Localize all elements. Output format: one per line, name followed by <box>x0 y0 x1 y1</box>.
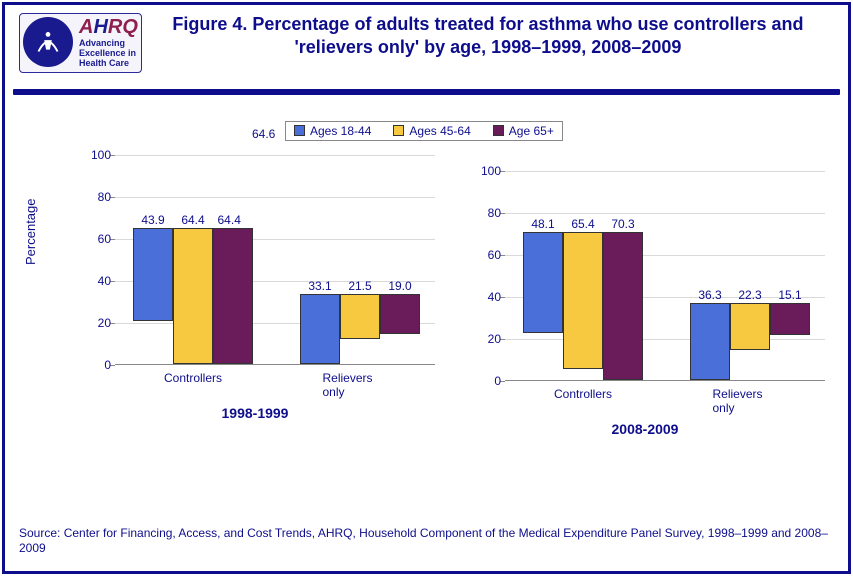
bar-value-label: 22.3 <box>738 288 761 302</box>
bar-value-label: 19.0 <box>388 279 411 293</box>
legend-swatch-icon <box>294 125 305 136</box>
source-text: Source: Center for Financing, Access, an… <box>19 526 834 557</box>
ytick-label: 80 <box>81 190 111 204</box>
legend-label: Ages 18-44 <box>310 124 371 138</box>
bar-value-label: 64.4 <box>181 213 204 227</box>
yaxis-label: Percentage <box>23 198 38 265</box>
gridline <box>505 171 825 172</box>
bar-group: 43.964.464.4 <box>133 228 253 363</box>
bar-value-label: 70.3 <box>611 217 634 231</box>
category-label: Relievers only <box>323 371 398 399</box>
plot-area: 02040608010043.964.464.4Controllers33.12… <box>115 155 435 365</box>
ytick-label: 80 <box>471 206 501 220</box>
hhs-seal-icon <box>23 17 73 67</box>
gridline <box>505 213 825 214</box>
gridline <box>115 155 435 156</box>
legend-label: Ages 45-64 <box>409 124 470 138</box>
bar: 33.1 <box>300 294 340 364</box>
chart-panel-right: 02040608010048.165.470.3Controllers36.32… <box>465 171 825 437</box>
figure-title: Figure 4. Percentage of adults treated f… <box>152 13 824 58</box>
legend-swatch-icon <box>493 125 504 136</box>
bar: 36.3 <box>690 303 730 379</box>
ahrq-wordmark: AHRQ <box>79 17 138 37</box>
legend-label: Age 65+ <box>509 124 554 138</box>
bar-value-label: 43.9 <box>141 213 164 227</box>
bar-group: 48.165.470.3 <box>523 232 643 380</box>
period-label: 1998-1999 <box>75 405 435 421</box>
legend-item: Ages 18-44 <box>294 124 371 138</box>
stray-data-label: 64.6 <box>252 127 275 141</box>
bar-value-label: 36.3 <box>698 288 721 302</box>
ytick-label: 100 <box>471 164 501 178</box>
legend-item: Ages 45-64 <box>393 124 470 138</box>
bar: 70.3 <box>603 232 643 380</box>
ytick-label: 60 <box>471 248 501 262</box>
legend: Ages 18-44 Ages 45-64 Age 65+ <box>285 121 563 141</box>
bar-group: 36.322.315.1 <box>690 303 810 379</box>
tagline-line: Advancing <box>79 38 125 48</box>
bar-value-label: 64.4 <box>218 213 241 227</box>
bar-value-label: 15.1 <box>778 288 801 302</box>
ytick-label: 40 <box>81 274 111 288</box>
legend-item: Age 65+ <box>493 124 554 138</box>
logo-cluster: AHRQ Advancing Excellence in Health Care <box>19 13 142 73</box>
plot-area: 02040608010048.165.470.3Controllers36.32… <box>505 171 825 381</box>
bar: 21.5 <box>340 294 380 339</box>
tagline-line: Excellence in <box>79 48 136 58</box>
chart-panel-left: 02040608010043.964.464.4Controllers33.12… <box>75 155 435 421</box>
ytick-label: 0 <box>471 374 501 388</box>
header: AHRQ Advancing Excellence in Health Care… <box>5 5 848 85</box>
bar: 65.4 <box>563 232 603 369</box>
bar: 48.1 <box>523 232 563 333</box>
charts-zone: Percentage 64.6 Ages 18-44 Ages 45-64 Ag… <box>5 125 848 495</box>
bar-value-label: 21.5 <box>348 279 371 293</box>
ytick-label: 60 <box>81 232 111 246</box>
bar: 19.0 <box>380 294 420 334</box>
ytick-label: 20 <box>471 332 501 346</box>
bar-value-label: 48.1 <box>531 217 554 231</box>
title-container: Figure 4. Percentage of adults treated f… <box>142 13 834 58</box>
category-label: Controllers <box>554 387 612 401</box>
category-label: Controllers <box>164 371 222 385</box>
tagline-line: Health Care <box>79 58 129 68</box>
ahrq-logo: AHRQ Advancing Excellence in Health Care <box>79 17 138 69</box>
bar: 22.3 <box>730 303 770 350</box>
figure-frame: AHRQ Advancing Excellence in Health Care… <box>2 2 851 574</box>
ytick-label: 40 <box>471 290 501 304</box>
period-label: 2008-2009 <box>465 421 825 437</box>
ahrq-tagline: Advancing Excellence in Health Care <box>79 39 138 69</box>
bar: 43.9 <box>133 228 173 320</box>
bar-value-label: 65.4 <box>571 217 594 231</box>
ytick-label: 100 <box>81 148 111 162</box>
bar-group: 33.121.519.0 <box>300 294 420 364</box>
category-label: Relievers only <box>713 387 788 415</box>
bar: 15.1 <box>770 303 810 335</box>
ytick-label: 20 <box>81 316 111 330</box>
bar: 64.4 <box>213 228 253 363</box>
divider-bar <box>13 89 840 95</box>
legend-swatch-icon <box>393 125 404 136</box>
ytick-label: 0 <box>81 358 111 372</box>
gridline <box>115 197 435 198</box>
bar: 64.4 <box>173 228 213 363</box>
bar-value-label: 33.1 <box>308 279 331 293</box>
